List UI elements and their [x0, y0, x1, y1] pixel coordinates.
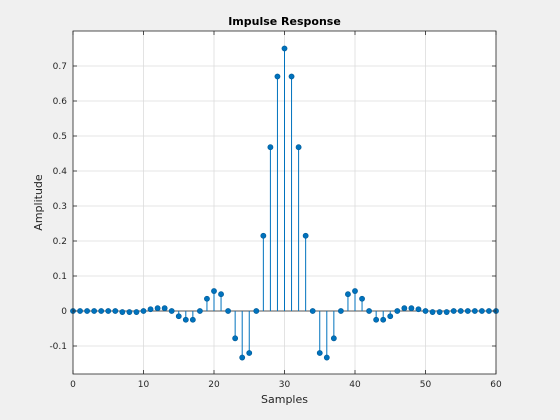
stem-marker [218, 291, 224, 298]
x-tick-label: 60 [490, 380, 502, 390]
stem-marker [147, 306, 154, 313]
stem-marker [323, 354, 330, 361]
stem-marker [436, 309, 443, 315]
stem-marker [105, 308, 112, 314]
y-tick-label: 0.7 [53, 62, 67, 72]
stem-marker [232, 335, 239, 342]
y-tick-label: 0.6 [53, 97, 68, 107]
x-tick-label: 0 [70, 380, 76, 390]
stem-marker [450, 308, 457, 314]
stem-marker [98, 308, 105, 314]
stem-marker [337, 308, 344, 314]
stems [121, 48, 448, 358]
stem-marker [267, 144, 274, 151]
stem-marker [84, 308, 90, 314]
stem-marker [140, 308, 147, 314]
stem-marker [189, 316, 196, 323]
stem-marker [246, 350, 253, 356]
stem-marker [260, 232, 267, 239]
stem-marker [330, 335, 337, 342]
stem-marker [91, 308, 98, 314]
stem-marker [415, 306, 422, 313]
x-tick-label: 50 [420, 380, 432, 390]
stem-marker [429, 309, 436, 315]
stem-marker [196, 308, 203, 314]
stem-marker [112, 308, 119, 314]
stem-marker [295, 144, 302, 151]
stem-marker [401, 305, 408, 312]
stem-marker [422, 308, 429, 314]
stem-marker [387, 313, 394, 320]
stem-marker [133, 309, 140, 315]
x-tick-label: 40 [349, 380, 361, 390]
stem-marker [478, 308, 485, 314]
stem-marker [161, 305, 168, 312]
stem-marker [225, 308, 231, 314]
stem-marker [471, 308, 478, 314]
y-tick-label: 0.3 [53, 202, 67, 212]
stem-marker [345, 291, 351, 298]
stem-marker [239, 354, 246, 361]
stem-marker [288, 73, 295, 80]
x-tick-label: 30 [279, 380, 291, 390]
stem-marker [316, 350, 323, 356]
stem-marker [366, 308, 372, 314]
y-tick-label: 0.5 [53, 132, 67, 142]
stem-marker [309, 308, 316, 314]
stem-marker [211, 288, 217, 294]
stem-marker [175, 313, 182, 320]
stem-marker [119, 309, 126, 315]
stem-marker [457, 308, 464, 314]
y-axis-label: Amplitude [32, 174, 45, 231]
stem-marker [154, 305, 161, 312]
stem-marker [408, 305, 415, 312]
stem-marker [352, 288, 358, 294]
stem-marker [373, 316, 380, 323]
stem-marker [464, 308, 471, 314]
stem-marker [126, 309, 133, 315]
y-tick-label: 0.2 [53, 237, 67, 247]
x-tick-label: 10 [138, 380, 150, 390]
stem-marker [204, 295, 210, 302]
stem-marker [359, 295, 365, 302]
stem-marker [253, 308, 260, 314]
chart-title: Impulse Response [228, 15, 341, 28]
y-tick-label: 0.4 [53, 167, 68, 177]
stem-marker [302, 232, 309, 239]
y-ticks: -0.1 0 0.1 0.2 0.3 0.4 0.5 0.6 0.7 [49, 62, 496, 352]
stem-marker [486, 308, 492, 314]
x-tick-label: 20 [208, 380, 220, 390]
stem-marker [380, 316, 387, 323]
stem-marker [274, 73, 281, 80]
x-ticks: 0 10 20 30 40 50 60 [70, 31, 502, 390]
stem-marker [168, 308, 175, 314]
stem-marker [182, 316, 189, 323]
y-tick-label: 0.1 [53, 272, 67, 282]
stem-marker [394, 308, 401, 314]
x-axis-label: Samples [261, 393, 308, 406]
stem-marker [281, 45, 288, 52]
stem-marker [77, 308, 83, 314]
y-tick-label: -0.1 [49, 342, 67, 352]
stem-marker [443, 309, 450, 315]
y-tick-label: 0 [61, 307, 67, 317]
